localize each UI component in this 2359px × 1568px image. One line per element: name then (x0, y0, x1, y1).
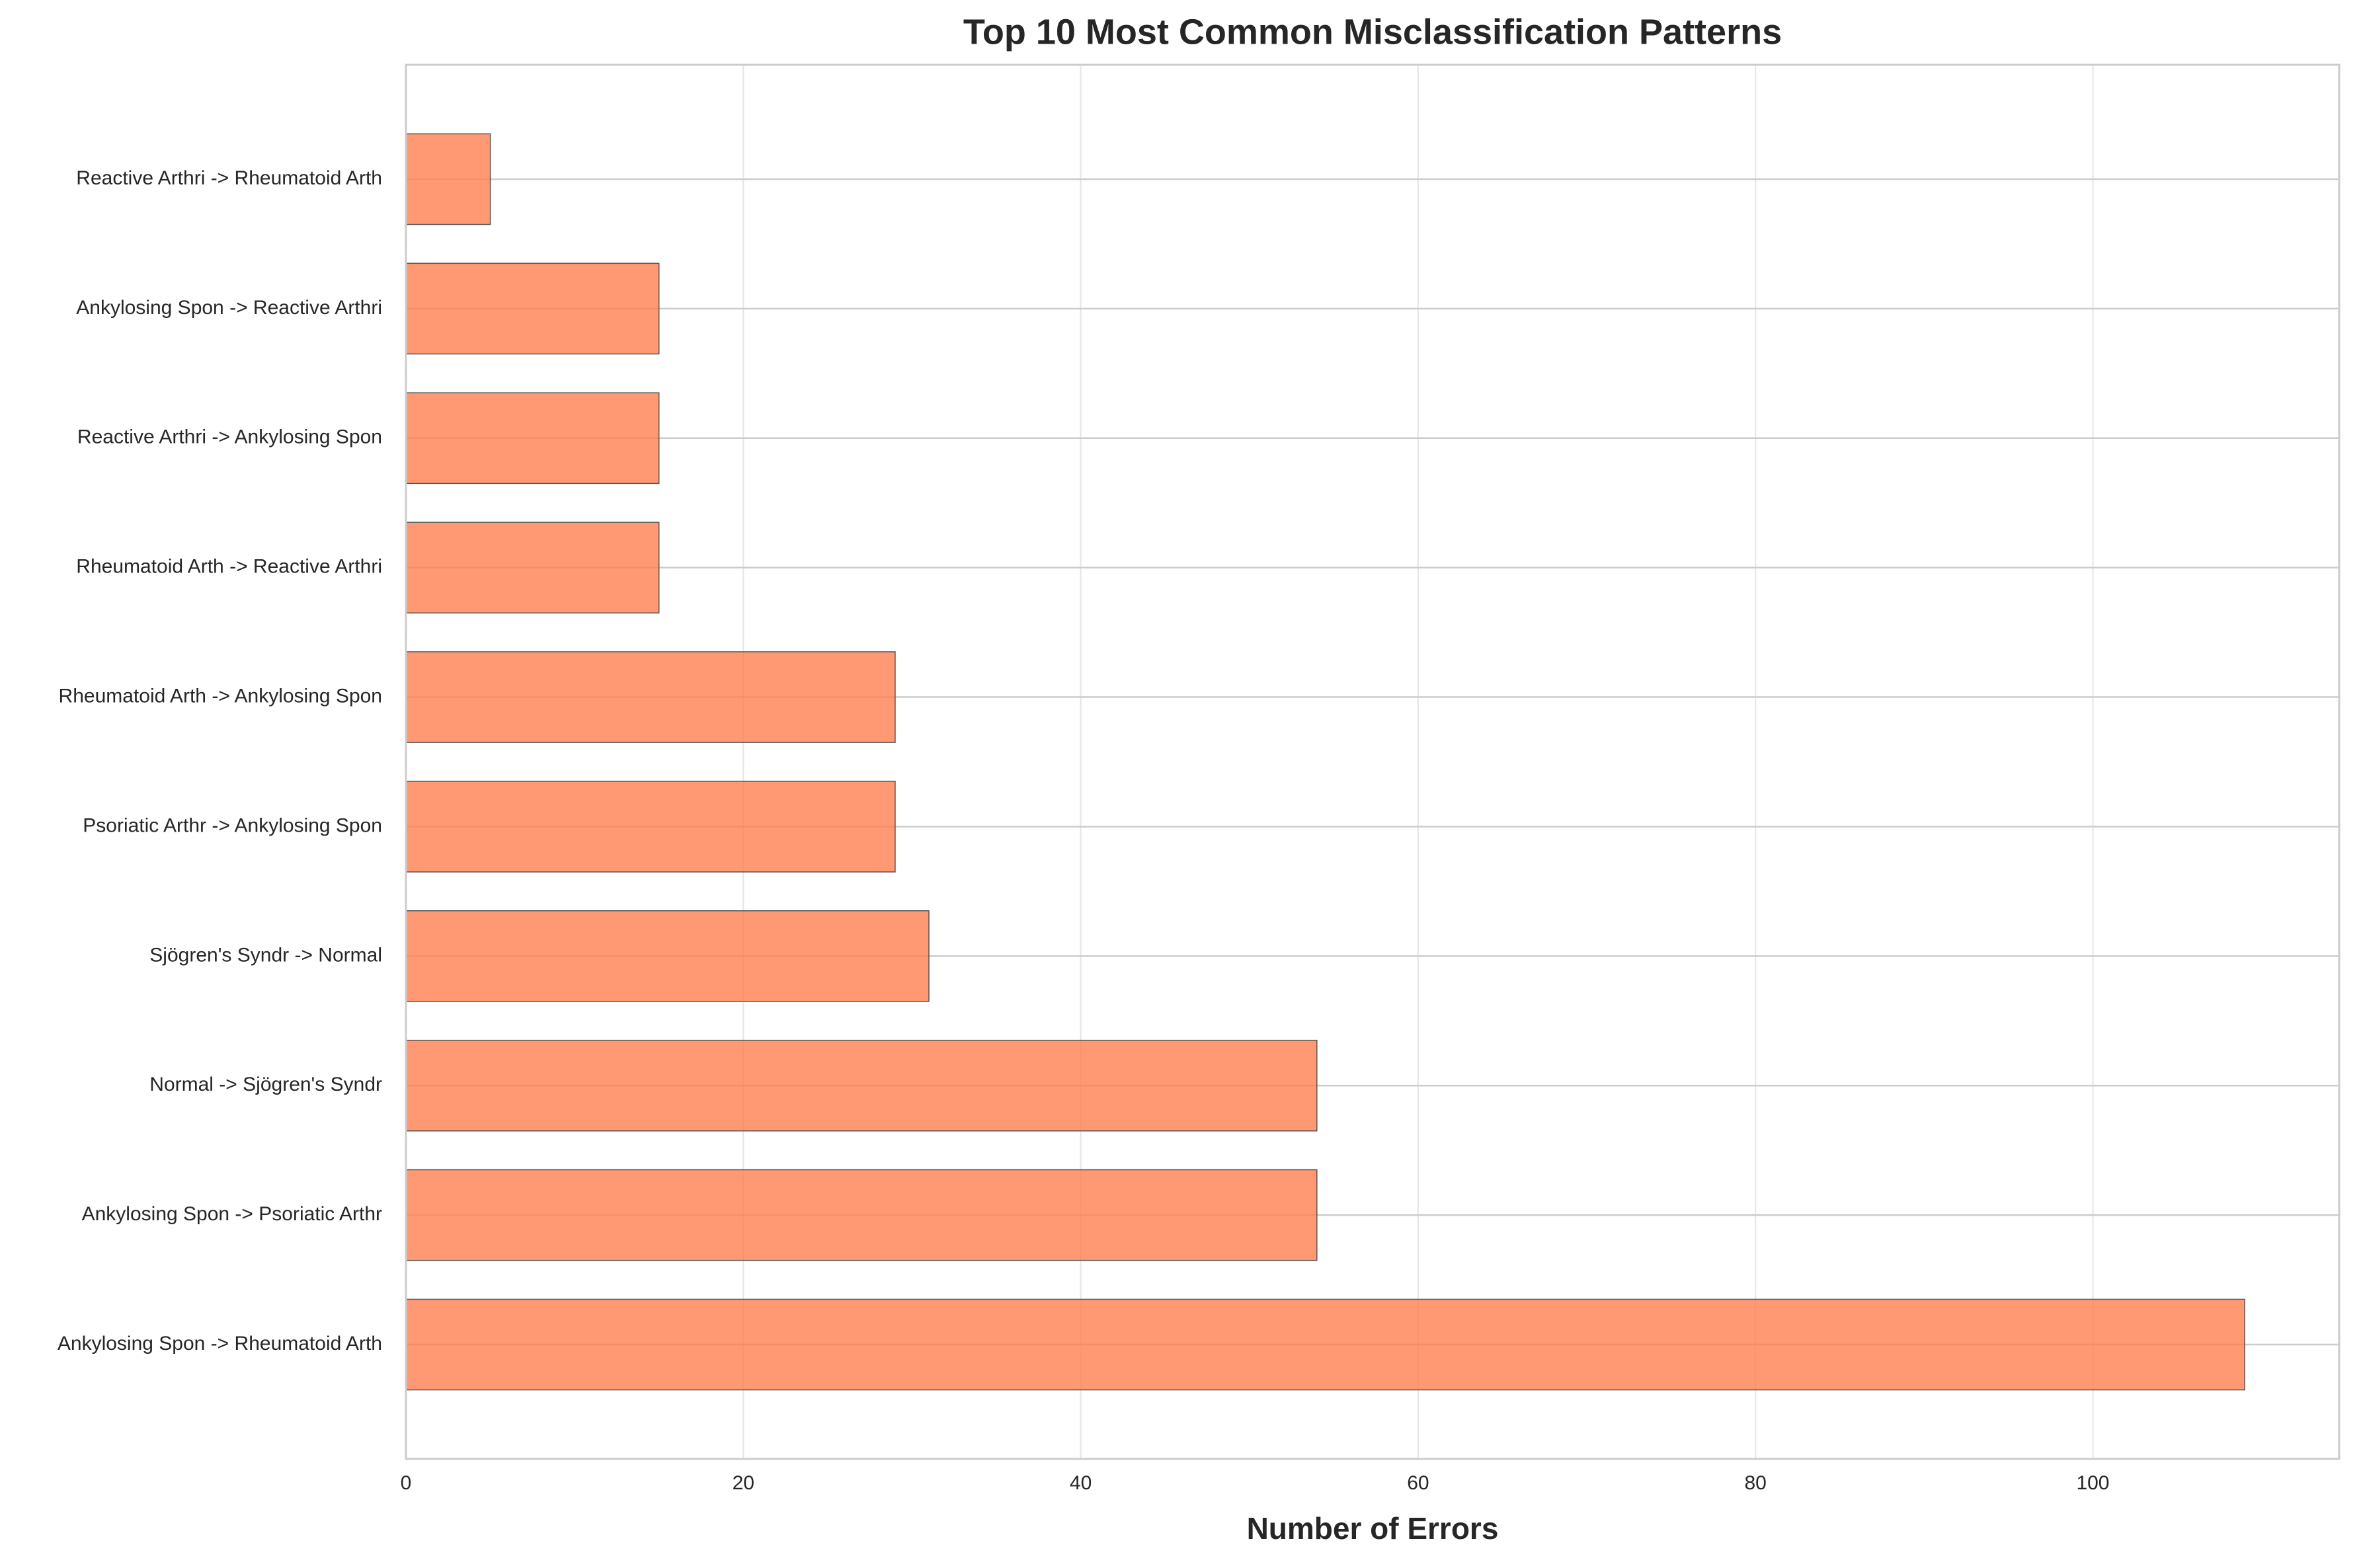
bar (405, 910, 930, 1002)
y-tick-label: Normal -> Sjögren's Syndr (149, 1074, 382, 1095)
y-tick-label: Rheumatoid Arth -> Ankylosing Spon (59, 685, 382, 707)
y-tick-label: Ankylosing Spon -> Reactive Arthri (76, 297, 382, 319)
y-tick-label: Psoriatic Arthr -> Ankylosing Spon (83, 814, 382, 836)
bar (405, 522, 660, 613)
y-tick-label: Sjögren's Syndr -> Normal (149, 944, 382, 966)
x-tick-label: 40 (1070, 1472, 1092, 1494)
y-tick-label: Ankylosing Spon -> Psoriatic Arthr (82, 1203, 382, 1225)
y-tick-label: Ankylosing Spon -> Rheumatoid Arth (58, 1333, 382, 1354)
bar (405, 262, 660, 355)
x-axis-label: Number of Errors (1247, 1511, 1499, 1546)
x-tick-label: 60 (1407, 1472, 1429, 1494)
bar (405, 1298, 2245, 1391)
bar (405, 1169, 1318, 1261)
bar (405, 392, 660, 485)
chart-title: Top 10 Most Common Misclassification Pat… (963, 12, 1782, 52)
bar (405, 133, 491, 225)
plot-frame (405, 63, 2340, 1460)
x-tick-label: 20 (733, 1472, 754, 1494)
x-tick-label: 100 (2076, 1472, 2109, 1494)
bar (405, 651, 896, 743)
x-tick-label: 0 (401, 1472, 412, 1494)
y-tick-label: Rheumatoid Arth -> Reactive Arthri (76, 556, 382, 578)
bar (405, 781, 896, 873)
bar (405, 1039, 1318, 1132)
x-tick-label: 80 (1744, 1472, 1766, 1494)
y-tick-label: Reactive Arthri -> Ankylosing Spon (77, 426, 382, 448)
y-tick-label: Reactive Arthri -> Rheumatoid Arth (76, 167, 382, 189)
